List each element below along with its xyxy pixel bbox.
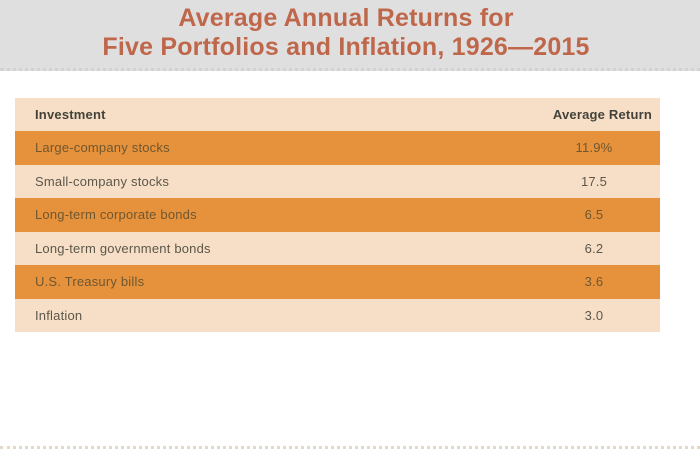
investment-cell: Long-term government bonds <box>35 240 211 256</box>
return-cell: 3.6 <box>584 274 604 290</box>
figure-title-line-2: Five Portfolios and Inflation, 1926—2015 <box>102 33 590 61</box>
investment-cell: Inflation <box>35 307 83 323</box>
investment-cell: U.S. Treasury bills <box>35 274 145 290</box>
investment-cell: Long-term corporate bonds <box>35 207 197 223</box>
table-header-row: Investment Average Return <box>15 98 660 131</box>
investment-cell: Large-company stocks <box>35 140 170 156</box>
table-row-long-term-corporate-bonds: Long-term corporate bonds 6.5 <box>15 198 660 232</box>
investment-cell: Small-company stocks <box>35 173 170 189</box>
table-row-large-company-stocks: Large-company stocks 11.9% <box>15 131 660 165</box>
returns-table: Investment Average Return Large-company … <box>15 98 660 332</box>
return-cell: 3.0 <box>584 307 604 323</box>
column-header-average-return: Average Return <box>552 107 652 122</box>
table-row-inflation: Inflation 3.0 <box>15 298 660 332</box>
return-cell: 6.5 <box>584 207 604 223</box>
table-row-us-treasury-bills: U.S. Treasury bills 3.6 <box>15 265 660 299</box>
return-cell: 6.2 <box>584 240 604 256</box>
column-header-investment: Investment <box>35 107 106 122</box>
table-row-long-term-government-bonds: Long-term government bonds 6.2 <box>15 231 660 265</box>
return-cell: 17.5 <box>580 173 608 189</box>
return-cell: 11.9% <box>575 140 613 156</box>
bottom-dotted-divider <box>0 446 700 449</box>
figure-title-line-1: Average Annual Returns for <box>178 4 514 32</box>
table-row-small-company-stocks: Small-company stocks 17.5 <box>15 164 660 198</box>
title-band: Average Annual Returns for Five Portfoli… <box>0 0 700 71</box>
